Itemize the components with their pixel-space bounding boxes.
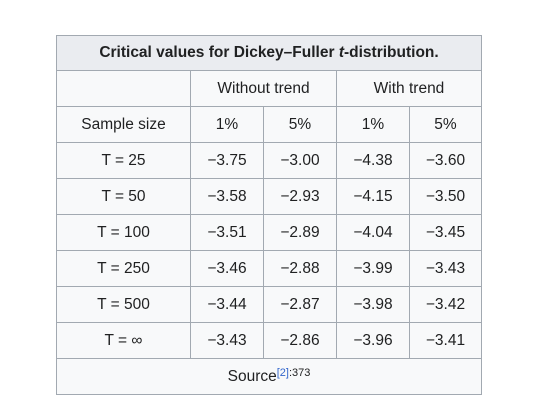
critical-value-without-trend-5pct: −2.87 [263,286,337,323]
critical-value-with-trend-1pct: −4.15 [336,178,410,215]
critical-value-without-trend-1pct: −3.75 [190,142,264,179]
critical-value-without-trend-5pct: −2.89 [263,214,337,251]
sample-size-cell: T = ∞ [56,322,191,359]
critical-value-with-trend-1pct: −3.96 [336,322,410,359]
caption-italic-t: t [338,44,344,61]
sample-size-cell: T = 25 [56,142,191,179]
critical-values-table: Critical values for Dickey–Fuller t-dist… [56,35,482,395]
sample-size-cell: T = 500 [56,286,191,323]
critical-value-with-trend-5pct: −3.60 [409,142,482,179]
empty-header-cell [56,70,191,107]
column-header-sample-size: Sample size [56,106,191,143]
critical-value-with-trend-5pct: −3.43 [409,250,482,287]
column-header-with-trend-5pct: 5% [409,106,482,143]
group-header-without-trend: Without trend [190,70,337,107]
column-header-without-trend-1pct: 1% [190,106,264,143]
critical-value-with-trend-1pct: −3.98 [336,286,410,323]
group-header-row: Without trend With trend [56,70,482,107]
critical-value-without-trend-5pct: −3.00 [263,142,337,179]
critical-value-without-trend-1pct: −3.58 [190,178,264,215]
sample-size-cell: T = 100 [56,214,191,251]
sample-size-cell: T = 250 [56,250,191,287]
table-row: T = 500 −3.44 −2.87 −3.98 −3.42 [56,286,482,323]
critical-value-with-trend-5pct: −3.50 [409,178,482,215]
table-row: T = ∞ −3.43 −2.86 −3.96 −3.41 [56,322,482,359]
table-row: T = 250 −3.46 −2.88 −3.99 −3.43 [56,250,482,287]
critical-value-without-trend-5pct: −2.86 [263,322,337,359]
critical-value-without-trend-5pct: −2.93 [263,178,337,215]
source-row: Source[2]:373 [56,358,482,395]
column-header-with-trend-1pct: 1% [336,106,410,143]
citation-link[interactable]: [2] [276,366,289,379]
critical-value-with-trend-1pct: −3.99 [336,250,410,287]
critical-value-without-trend-1pct: −3.46 [190,250,264,287]
table-caption: Critical values for Dickey–Fuller t-dist… [56,35,482,70]
critical-value-with-trend-5pct: −3.45 [409,214,482,251]
critical-values-table-wrapper: Critical values for Dickey–Fuller t-dist… [56,35,482,395]
source-label: Source [227,367,277,385]
source-citation: [2]:373 [277,367,311,379]
critical-value-with-trend-5pct: −3.41 [409,322,482,359]
sample-size-cell: T = 50 [56,178,191,215]
group-header-with-trend: With trend [336,70,482,107]
critical-value-with-trend-5pct: −3.42 [409,286,482,323]
critical-value-without-trend-1pct: −3.43 [190,322,264,359]
critical-value-with-trend-1pct: −4.04 [336,214,410,251]
caption-text-end: -distribution. [343,44,439,61]
table-row: T = 50 −3.58 −2.93 −4.15 −3.50 [56,178,482,215]
source-cell: Source[2]:373 [56,358,482,395]
critical-value-with-trend-1pct: −4.38 [336,142,410,179]
column-header-row: Sample size 1% 5% 1% 5% [56,106,482,143]
critical-value-without-trend-1pct: −3.51 [190,214,264,251]
caption-text-start: Critical values for Dickey–Fuller [99,44,339,61]
column-header-without-trend-5pct: 5% [263,106,337,143]
table-row: T = 100 −3.51 −2.89 −4.04 −3.45 [56,214,482,251]
table-row: T = 25 −3.75 −3.00 −4.38 −3.60 [56,142,482,179]
critical-value-without-trend-5pct: −2.88 [263,250,337,287]
citation-page: :373 [288,366,311,379]
critical-value-without-trend-1pct: −3.44 [190,286,264,323]
